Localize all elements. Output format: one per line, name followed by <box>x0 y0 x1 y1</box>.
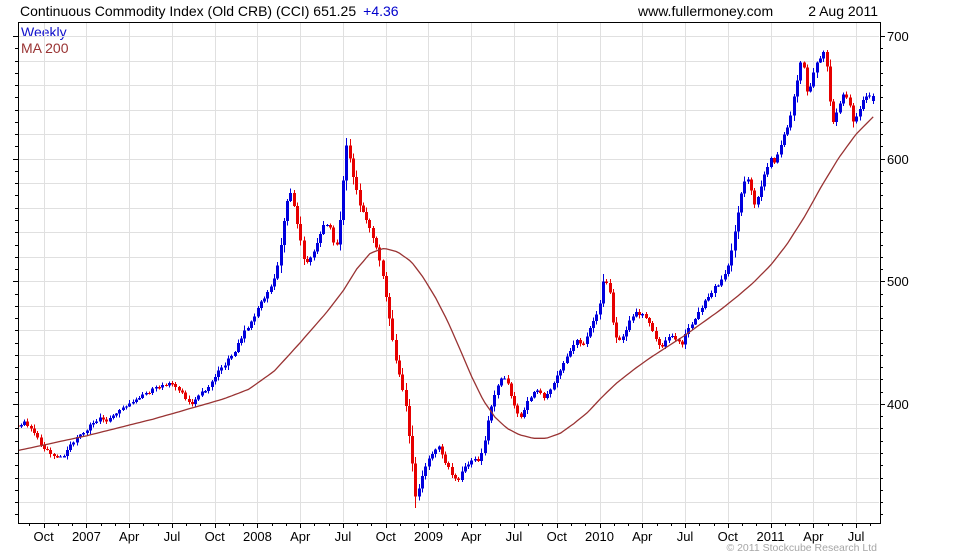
svg-text:2007: 2007 <box>72 529 101 544</box>
svg-text:2010: 2010 <box>585 529 614 544</box>
svg-text:600: 600 <box>887 152 909 167</box>
chart-title: Continuous Commodity Index (Old CRB) (CC… <box>20 3 399 19</box>
svg-text:Apr: Apr <box>803 529 824 544</box>
svg-text:Jul: Jul <box>677 529 694 544</box>
svg-text:Apr: Apr <box>461 529 482 544</box>
copyright-notice: © 2011 Stockcube Research Ltd <box>726 542 877 554</box>
svg-text:Jul: Jul <box>848 529 865 544</box>
chart-change-value: +4.36 <box>363 3 399 19</box>
site-url: www.fullermoney.com <box>638 3 774 19</box>
svg-text:Jul: Jul <box>164 529 181 544</box>
svg-text:Jul: Jul <box>506 529 523 544</box>
svg-text:400: 400 <box>887 397 909 412</box>
svg-text:Apr: Apr <box>632 529 653 544</box>
svg-text:Oct: Oct <box>547 529 568 544</box>
chart-title-text: Continuous Commodity Index (Old CRB) (CC… <box>20 3 357 19</box>
svg-text:2008: 2008 <box>243 529 272 544</box>
svg-text:2011: 2011 <box>757 529 785 544</box>
svg-text:Apr: Apr <box>119 529 140 544</box>
svg-text:700: 700 <box>887 29 909 44</box>
chart-date: 2 Aug 2011 <box>808 3 878 19</box>
svg-text:Oct: Oct <box>376 529 397 544</box>
svg-text:Apr: Apr <box>290 529 311 544</box>
svg-text:Oct: Oct <box>205 529 226 544</box>
svg-text:500: 500 <box>887 274 909 289</box>
svg-text:Jul: Jul <box>335 529 352 544</box>
svg-text:Oct: Oct <box>34 529 55 544</box>
svg-text:2009: 2009 <box>414 529 443 544</box>
svg-text:Oct: Oct <box>718 529 739 544</box>
